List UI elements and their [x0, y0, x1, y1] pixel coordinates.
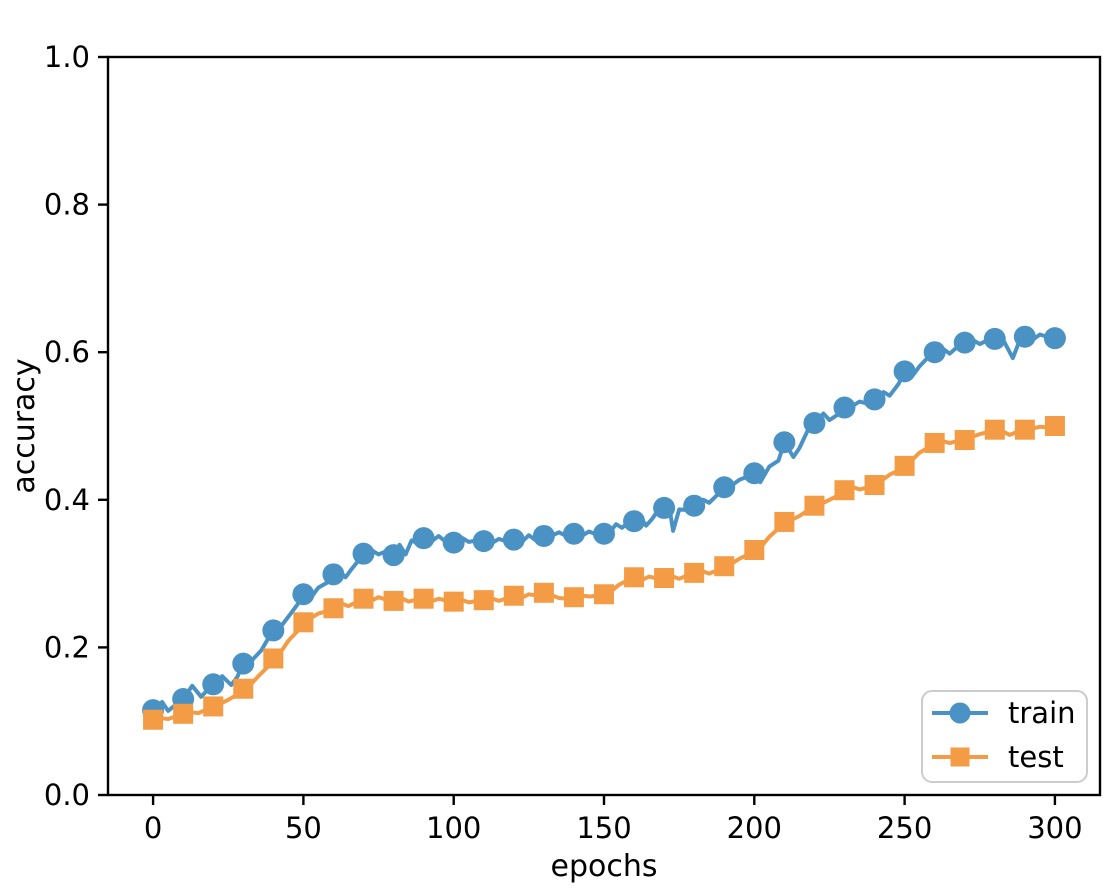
train-marker	[442, 531, 465, 554]
train-marker	[803, 412, 826, 435]
legend: train test	[921, 690, 1088, 783]
y-tick-label: 0.8	[44, 188, 90, 222]
x-tick-label: 50	[285, 811, 322, 845]
test-marker	[714, 556, 735, 577]
train-marker	[893, 360, 916, 383]
x-tick-label: 200	[727, 811, 782, 845]
test-marker	[353, 588, 374, 609]
train-marker	[562, 522, 585, 545]
y-tick-label: 1.0	[44, 40, 90, 74]
test-marker	[774, 511, 795, 532]
test-line	[151, 424, 1057, 722]
test-marker	[894, 455, 915, 476]
legend-label: test	[1008, 740, 1064, 774]
test-marker	[323, 598, 344, 619]
test-marker	[443, 591, 464, 612]
y-tick-label: 0.4	[44, 483, 90, 517]
test-marker	[984, 419, 1005, 440]
axes: 0 50 100 150 200 250 300 0.0 0.2 0.4 0.6 0.8 1.0 epoc…	[7, 40, 1102, 884]
x-tick-label: 100	[426, 811, 481, 845]
train-marker	[983, 327, 1006, 350]
x-tick-label: 250	[877, 811, 932, 845]
test-marker	[924, 432, 945, 453]
train-marker	[472, 530, 495, 553]
plot-frame	[106, 55, 1102, 797]
train-marker	[202, 673, 225, 696]
test-marker	[233, 678, 254, 699]
train-marker	[352, 542, 375, 565]
test-marker	[594, 584, 614, 605]
test-marker	[503, 585, 524, 606]
x-tick-label: 0	[144, 811, 162, 845]
y-tick-label: 0.6	[44, 335, 90, 369]
train-line	[151, 332, 1057, 713]
test-marker	[744, 539, 765, 560]
test-marker	[654, 568, 675, 589]
legend-entry-train: train	[932, 696, 1076, 730]
x-axis: 0 50 100 150 200 250 300	[144, 795, 1083, 845]
train-marker	[593, 522, 615, 545]
test-marker	[413, 588, 434, 609]
test-marker	[293, 612, 314, 633]
train-marker	[502, 528, 525, 551]
train-marker	[863, 388, 886, 411]
train-marker	[382, 544, 405, 567]
y-axis-label: accuracy	[7, 358, 42, 493]
train-marker	[262, 619, 285, 642]
legend-circle-marker-icon	[949, 702, 971, 724]
test-marker	[624, 567, 645, 588]
train-marker	[953, 331, 976, 354]
test-marker	[533, 582, 554, 603]
train-marker	[923, 341, 946, 364]
legend-label: train	[1008, 696, 1076, 730]
train-marker	[623, 510, 646, 533]
series-test	[143, 416, 1065, 730]
train-marker	[532, 524, 555, 547]
train-marker	[683, 494, 706, 517]
x-tick-label: 150	[576, 811, 631, 845]
train-marker	[232, 652, 255, 675]
train-marker	[1043, 327, 1066, 350]
test-marker	[864, 475, 885, 496]
legend-square-marker-icon	[950, 747, 970, 767]
legend-entry-test: test	[932, 740, 1064, 774]
test-marker	[834, 480, 855, 501]
train-marker	[773, 431, 796, 454]
train-marker	[1013, 325, 1036, 348]
train-marker	[292, 583, 315, 606]
test-marker	[563, 587, 584, 608]
train-marker	[833, 396, 856, 419]
test-marker	[954, 430, 975, 451]
test-marker	[473, 590, 494, 611]
test-marker	[203, 696, 224, 717]
y-axis: 0.0 0.2 0.4 0.6 0.8 1.0	[44, 40, 108, 812]
train-marker	[322, 563, 345, 586]
test-marker	[143, 709, 164, 730]
train-marker	[713, 476, 736, 499]
train-marker	[743, 462, 766, 485]
test-marker	[173, 703, 194, 724]
test-marker	[1014, 419, 1035, 440]
test-marker	[684, 562, 705, 583]
x-axis-label: epochs	[551, 849, 658, 884]
y-tick-label: 0.0	[44, 778, 90, 812]
x-tick-label: 300	[1027, 811, 1082, 845]
test-marker	[383, 590, 404, 611]
y-tick-label: 0.2	[44, 630, 90, 664]
test-marker	[1044, 416, 1065, 436]
test-marker	[263, 648, 284, 669]
test-marker	[804, 495, 825, 516]
train-marker	[412, 527, 435, 550]
train-marker	[653, 496, 676, 519]
